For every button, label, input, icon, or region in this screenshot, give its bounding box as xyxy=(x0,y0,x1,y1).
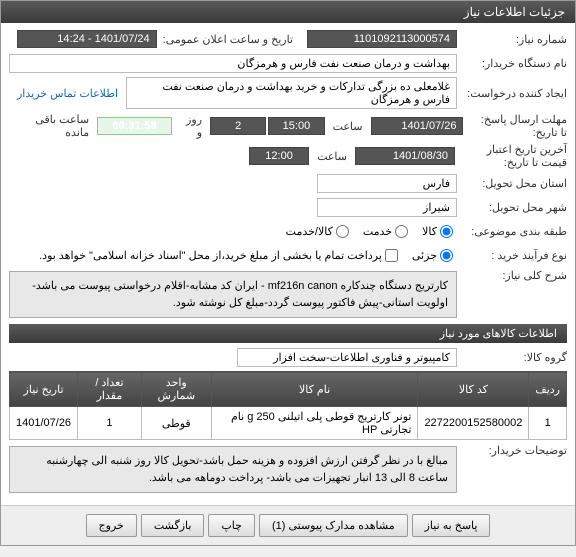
buyer-notes-label: توضیحات خریدار: xyxy=(457,444,567,457)
th-code: کد کالا xyxy=(418,372,529,407)
row-process: نوع فرآیند خرید : جزئی پرداخت تمام یا بخ… xyxy=(9,245,567,265)
radio-service[interactable] xyxy=(395,225,408,238)
time-label-1: ساعت xyxy=(327,120,369,133)
td-idx: 1 xyxy=(529,407,567,440)
time-label-2: ساعت xyxy=(311,150,353,163)
th-qty: تعداد / مقدار xyxy=(78,372,142,407)
print-button[interactable]: چاپ xyxy=(208,514,255,537)
radio-both[interactable] xyxy=(336,225,349,238)
details-window: جزئیات اطلاعات نیاز شماره نیاز: 11010921… xyxy=(0,0,576,546)
table-body: 1 2272200152580002 تونر کارتریج قوطی پلی… xyxy=(10,407,567,440)
row-creator: ایجاد کننده درخواست: غلامعلی ده بزرگی تد… xyxy=(9,77,567,109)
th-row: ردیف xyxy=(529,372,567,407)
validity-label: آخرین تاریخ اعتبار قیمت تا تاریخ: xyxy=(457,143,567,169)
announce-value: 1401/07/24 - 14:24 xyxy=(17,30,157,48)
category-label: طبقه بندی موضوعی: xyxy=(457,225,567,238)
buyer-value: بهداشت و درمان صنعت نفت فارس و هرمزگان xyxy=(9,54,457,73)
city-value: شیراز xyxy=(317,198,457,217)
th-name: نام کالا xyxy=(211,372,418,407)
province-label: استان محل تحویل: xyxy=(457,177,567,190)
buyer-label: نام دستگاه خریدار: xyxy=(457,57,567,70)
desc-label: شرح کلی نیاز: xyxy=(457,269,567,282)
row-need-no: شماره نیاز: 1101092113000574 تاریخ و ساع… xyxy=(9,29,567,49)
row-city: شهر محل تحویل: شیراز xyxy=(9,197,567,217)
row-validity: آخرین تاریخ اعتبار قیمت تا تاریخ: 1401/0… xyxy=(9,143,567,169)
radio-goods[interactable] xyxy=(440,225,453,238)
attachments-button[interactable]: مشاهده مدارک پیوستی (1) xyxy=(259,514,408,537)
row-buyer-notes: توضیحات خریدار: مبالغ با در نظر گرفتن ار… xyxy=(9,444,567,495)
need-no-value: 1101092113000574 xyxy=(307,30,457,48)
row-group: گروه کالا: کامپیوتر و فناوری اطلاعات-سخت… xyxy=(9,347,567,367)
back-button[interactable]: بازگشت xyxy=(141,514,205,537)
creator-label: ایجاد کننده درخواست: xyxy=(457,87,567,100)
td-qty: 1 xyxy=(78,407,142,440)
desc-box: کارتریج دستگاه چندکاره mf216n canon - ای… xyxy=(9,271,457,318)
button-row: پاسخ به نیاز مشاهده مدارک پیوستی (1) چاپ… xyxy=(1,505,575,545)
td-code: 2272200152580002 xyxy=(418,407,529,440)
validity-time: 12:00 xyxy=(249,147,309,165)
table-row: 1 2272200152580002 تونر کارتریج قوطی پلی… xyxy=(10,407,567,440)
deadline-date: 1401/07/26 xyxy=(371,117,464,135)
city-label: شهر محل تحویل: xyxy=(457,201,567,214)
window-title: جزئیات اطلاعات نیاز xyxy=(464,5,565,19)
row-category: طبقه بندی موضوعی: کالا خدمت کالا/خدمت xyxy=(9,221,567,241)
contact-link[interactable]: اطلاعات تماس خریدار xyxy=(9,87,126,100)
items-section-bar: اطلاعات کالاهای مورد نیاز xyxy=(9,324,567,343)
announce-label: تاریخ و ساعت اعلان عمومی: xyxy=(157,33,299,46)
row-province: استان محل تحویل: فارس xyxy=(9,173,567,193)
deadline-time: 15:00 xyxy=(268,117,324,135)
window-title-bar: جزئیات اطلاعات نیاز xyxy=(1,1,575,23)
td-unit: قوطی xyxy=(141,407,211,440)
table-head: ردیف کد کالا نام کالا واحد شمارش تعداد /… xyxy=(10,372,567,407)
creator-value: غلامعلی ده بزرگی تدارکات و خرید بهداشت و… xyxy=(126,77,457,109)
radio-partial[interactable] xyxy=(440,249,453,262)
exit-button[interactable]: خروج xyxy=(86,514,137,537)
row-deadline: مهلت ارسال پاسخ: تا تاریخ: 1401/07/26 سا… xyxy=(9,113,567,139)
checkbox-treasury[interactable] xyxy=(385,249,398,262)
row-desc: شرح کلی نیاز: کارتریج دستگاه چندکاره mf2… xyxy=(9,269,567,320)
td-name: تونر کارتریج قوطی پلی اتیلنی 250 g نام ت… xyxy=(211,407,418,440)
cat-both-radio[interactable]: کالا/خدمت xyxy=(276,225,349,238)
group-label: گروه کالا: xyxy=(457,351,567,364)
cat-goods-radio[interactable]: کالا xyxy=(412,225,453,238)
province-value: فارس xyxy=(317,174,457,193)
th-unit: واحد شمارش xyxy=(141,372,211,407)
process-label: نوع فرآیند خرید : xyxy=(457,249,567,262)
days-label: روز و xyxy=(174,113,208,139)
group-value: کامپیوتر و فناوری اطلاعات-سخت افزار xyxy=(237,348,457,367)
form-area: شماره نیاز: 1101092113000574 تاریخ و ساع… xyxy=(1,23,575,505)
td-date: 1401/07/26 xyxy=(10,407,78,440)
need-no-label: شماره نیاز: xyxy=(457,33,567,46)
remain-label: ساعت باقی مانده xyxy=(9,113,95,139)
validity-date: 1401/08/30 xyxy=(355,147,455,165)
deadline-label: مهلت ارسال پاسخ: تا تاریخ: xyxy=(465,113,567,139)
process-check[interactable]: پرداخت تمام یا بخشی از مبلغ خرید،از محل … xyxy=(29,249,398,262)
row-buyer: نام دستگاه خریدار: بهداشت و درمان صنعت ن… xyxy=(9,53,567,73)
remain-time: 00:31:58 xyxy=(97,117,172,135)
days-value: 2 xyxy=(210,117,266,135)
th-date: تاریخ نیاز xyxy=(10,372,78,407)
buyer-notes-box: مبالغ با در نظر گرفتن ارزش افزوده و هزین… xyxy=(9,446,457,493)
respond-button[interactable]: پاسخ به نیاز xyxy=(412,514,491,537)
items-table: ردیف کد کالا نام کالا واحد شمارش تعداد /… xyxy=(9,371,567,440)
process-partial-radio[interactable]: جزئی xyxy=(402,249,453,262)
cat-service-radio[interactable]: خدمت xyxy=(353,225,408,238)
